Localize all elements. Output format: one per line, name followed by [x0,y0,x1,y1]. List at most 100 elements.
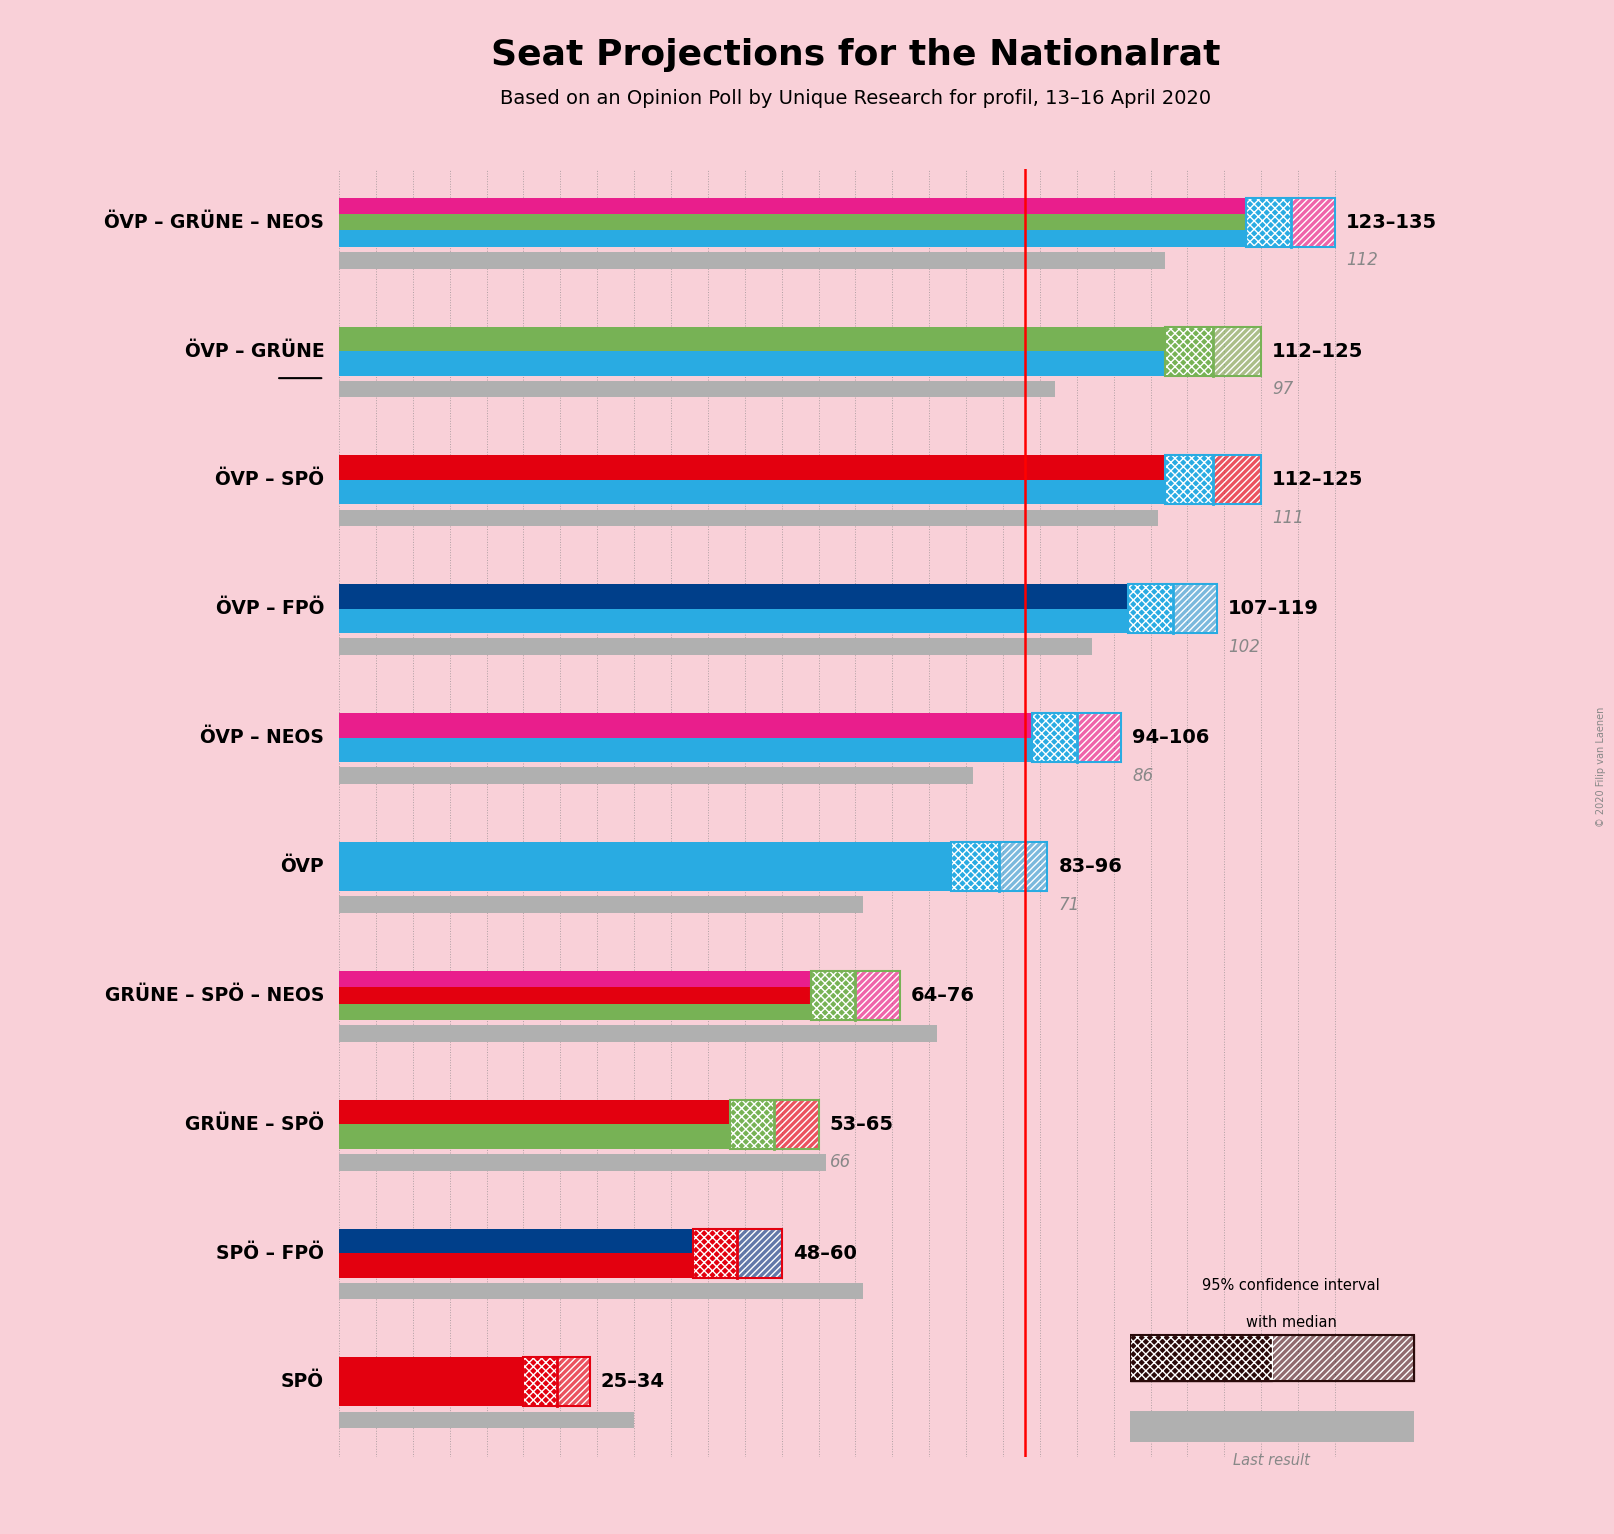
Text: 64–76: 64–76 [910,986,975,1005]
Text: 112: 112 [1346,252,1378,270]
Bar [339,1154,826,1170]
Text: SPÖ – FPÖ: SPÖ – FPÖ [216,1244,324,1262]
Text: Based on an Opinion Poll by Unique Research for profil, 13–16 April 2020: Based on an Opinion Poll by Unique Resea… [500,89,1210,107]
Text: 97: 97 [1272,380,1293,399]
Bar [557,1358,589,1407]
Bar [1165,456,1261,505]
Bar [339,252,1165,268]
Bar [999,842,1047,891]
Text: 81: 81 [910,1025,931,1043]
Bar [999,842,1047,891]
Bar [339,713,1033,738]
Bar [339,456,1165,480]
Bar [1165,456,1214,505]
Bar [1128,584,1173,634]
Bar [339,509,1157,526]
Text: Last result: Last result [1233,1453,1311,1468]
Text: ÖVP – GRÜNE – NEOS: ÖVP – GRÜNE – NEOS [105,213,324,232]
Bar [339,609,1128,634]
Bar [951,842,1047,891]
Bar [812,971,855,1020]
Bar [855,971,899,1020]
Bar [1130,1335,1272,1381]
Text: 107–119: 107–119 [1228,600,1319,618]
Text: ÖVP – GRÜNE: ÖVP – GRÜNE [184,342,324,360]
Text: 111: 111 [1272,509,1304,528]
Bar [692,1229,738,1278]
Bar [1033,713,1077,762]
Bar [951,842,999,891]
Bar [339,327,1165,351]
Bar [339,1411,634,1428]
Bar [1165,456,1214,505]
Bar [1214,456,1261,505]
Bar [775,1100,818,1149]
Bar [1130,1335,1272,1381]
Text: ÖVP – SPÖ: ÖVP – SPÖ [215,471,324,489]
Bar [339,1282,863,1299]
Bar [339,480,1165,505]
Bar [1077,713,1122,762]
Bar [1272,1335,1414,1381]
Bar [557,1358,589,1407]
Bar [1128,584,1173,634]
Bar [1165,327,1214,376]
Bar [339,842,951,891]
Bar [1214,327,1261,376]
Bar [339,215,1246,230]
Text: ÖVP – FPÖ: ÖVP – FPÖ [216,600,324,618]
Bar [730,1100,775,1149]
Bar [339,230,1246,247]
Bar [812,971,855,1020]
Text: 71: 71 [792,1282,813,1301]
Bar [1165,327,1261,376]
Bar [339,584,1128,609]
Bar [1128,584,1217,634]
Bar [1165,327,1214,376]
Bar [951,842,999,891]
Bar [339,351,1165,376]
Text: © 2020 Filip van Laenen: © 2020 Filip van Laenen [1596,707,1606,827]
Bar [339,1025,936,1042]
Bar [339,380,1054,397]
Bar [339,988,812,1003]
Bar [523,1358,557,1407]
Bar [692,1229,738,1278]
Bar [692,1229,781,1278]
Bar [1173,584,1217,634]
Bar [738,1229,781,1278]
Text: 95% confidence interval: 95% confidence interval [1202,1278,1380,1293]
Bar [1246,198,1291,247]
Bar [775,1100,818,1149]
Text: 25–34: 25–34 [600,1373,665,1391]
Text: with median: with median [1246,1315,1336,1330]
Bar [1246,198,1335,247]
Bar [339,896,863,913]
Bar [339,1100,730,1124]
Bar [339,198,1246,215]
Bar [523,1358,589,1407]
Bar [339,767,973,784]
Text: 83–96: 83–96 [1059,858,1122,876]
Text: 123–135: 123–135 [1346,213,1436,232]
Text: 71: 71 [1059,896,1080,914]
Text: 86: 86 [1131,767,1154,785]
Text: 40: 40 [600,1411,621,1430]
Bar [339,1003,812,1020]
Bar [339,971,812,988]
Bar [339,1253,692,1278]
Text: 94–106: 94–106 [1131,729,1209,747]
Text: ÖVP – NEOS: ÖVP – NEOS [200,729,324,747]
Text: GRÜNE – SPÖ – NEOS: GRÜNE – SPÖ – NEOS [105,986,324,1005]
Bar [1173,584,1217,634]
Text: 102: 102 [1228,638,1261,657]
Bar [738,1229,781,1278]
Bar [1033,713,1122,762]
Text: Seat Projections for the Nationalrat: Seat Projections for the Nationalrat [491,38,1220,72]
Text: 53–65: 53–65 [830,1115,894,1134]
Text: ÖVP: ÖVP [281,858,324,876]
Text: 112–125: 112–125 [1272,471,1364,489]
Bar [1130,1411,1414,1442]
Bar [812,971,899,1020]
Bar [339,638,1091,655]
